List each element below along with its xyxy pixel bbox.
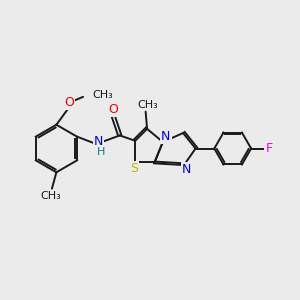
Text: N: N [182, 164, 191, 176]
Text: H: H [97, 147, 105, 157]
Text: O: O [64, 96, 74, 109]
Text: N: N [161, 130, 170, 143]
Text: S: S [130, 162, 138, 175]
Text: N: N [94, 136, 103, 148]
Text: CH₃: CH₃ [138, 100, 158, 110]
Text: CH₃: CH₃ [93, 90, 113, 100]
Text: CH₃: CH₃ [40, 191, 61, 201]
Text: F: F [266, 142, 272, 155]
Text: O: O [108, 103, 118, 116]
